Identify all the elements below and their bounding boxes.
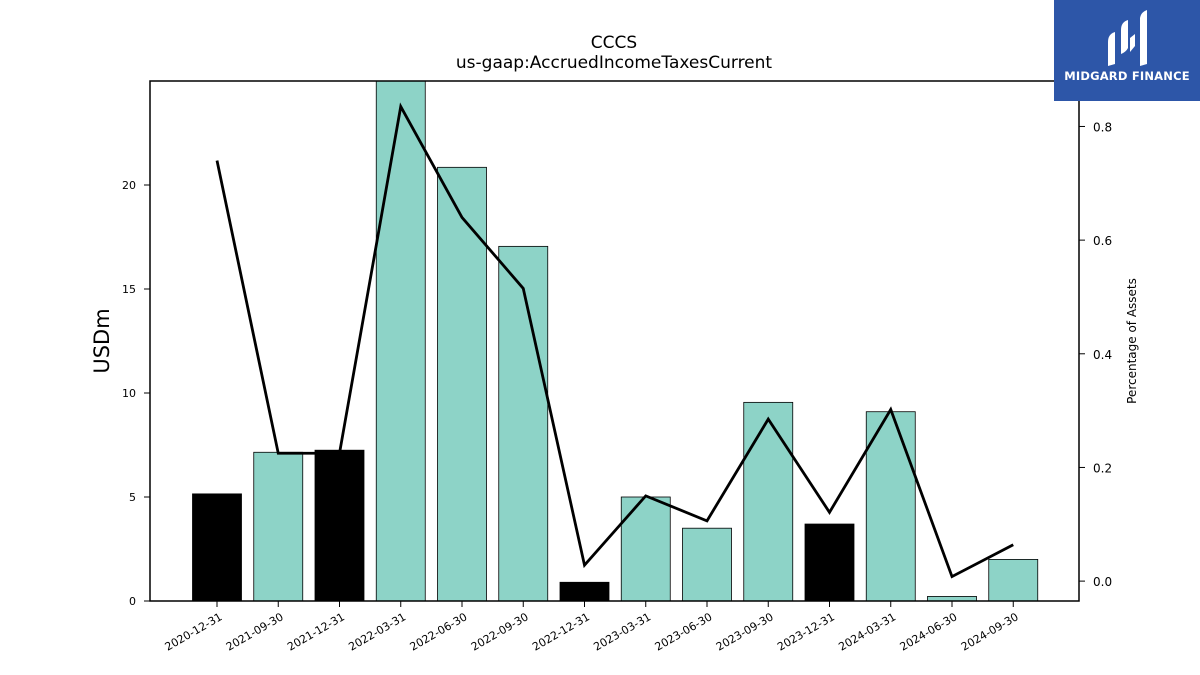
- x-tick-label: 2021-09-30: [224, 610, 286, 653]
- y-tick-label: 15: [122, 283, 136, 296]
- y-tick-label: 10: [122, 387, 136, 400]
- y2-tick-label: 0.8: [1093, 120, 1112, 134]
- bar-2024-09-30: [988, 559, 1039, 602]
- x-tick-label: 2020-12-31: [163, 610, 225, 653]
- chart-title: CCCS: [591, 33, 637, 53]
- x-tick-label: 2024-06-30: [898, 610, 960, 653]
- bar-group: [192, 80, 1039, 602]
- logo-text: MIDGARD FINANCE: [1064, 69, 1190, 83]
- bar-2023-06-30: [682, 527, 732, 602]
- bar-2023-12-31: [804, 523, 855, 602]
- bar-2022-09-30: [498, 245, 549, 602]
- plot-frame: [149, 80, 1080, 602]
- x-tick-label: 2021-12-31: [285, 610, 347, 653]
- y2-tick-label: 0.2: [1093, 461, 1112, 475]
- y-tick-label: 20: [122, 179, 136, 192]
- y-axis-left: 0 5 10 15 20: [122, 179, 150, 608]
- x-tick-label: 2023-12-31: [775, 610, 837, 653]
- y2-tick-label: 0.6: [1093, 234, 1112, 248]
- x-tick-label: 2023-03-31: [591, 610, 653, 653]
- y2-tick-label: 0.0: [1093, 575, 1112, 589]
- x-tick-label: 2022-12-31: [530, 610, 592, 653]
- y2-tick-label: 0.4: [1093, 348, 1112, 362]
- bar-2020-12-31: [192, 493, 242, 602]
- bar-2024-03-31: [865, 411, 916, 602]
- x-axis: 2020-12-31 2021-09-30 2021-12-31 2022-03-31…: [163, 601, 1021, 654]
- x-tick-label: 2023-06-30: [653, 610, 715, 653]
- bar-2021-12-31: [314, 449, 365, 602]
- x-tick-label: 2022-03-31: [346, 610, 408, 653]
- chart-subtitle: us-gaap:AccruedIncomeTaxesCurrent: [456, 53, 773, 73]
- x-tick-label: 2023-09-30: [714, 610, 776, 653]
- midgard-finance-logo: MIDGARD FINANCE: [1054, 0, 1200, 101]
- bar-2022-12-31: [559, 581, 610, 602]
- x-tick-label: 2024-09-30: [959, 610, 1021, 653]
- y-tick-label: 0: [129, 595, 136, 608]
- x-tick-label: 2022-06-30: [408, 610, 470, 653]
- y2-axis-label: Percentage of Assets: [1125, 278, 1139, 404]
- x-tick-label: 2022-09-30: [469, 610, 531, 653]
- bar-2022-06-30: [437, 166, 487, 602]
- y-axis-right: 0.0 0.2 0.4 0.6 0.8: [1079, 120, 1112, 589]
- y-axis-label: USDm: [90, 308, 114, 373]
- bar-2022-03-31: [375, 80, 426, 602]
- bar-2023-03-31: [620, 496, 671, 602]
- bar-2021-09-30: [253, 451, 304, 602]
- y-tick-label: 5: [129, 491, 136, 504]
- midgard-m-logo-icon: [1108, 10, 1147, 66]
- line-series-group: [215, 102, 1014, 579]
- bar-2023-09-30: [743, 401, 794, 602]
- x-tick-label: 2024-03-31: [836, 610, 898, 653]
- percentage-line: [215, 102, 1014, 579]
